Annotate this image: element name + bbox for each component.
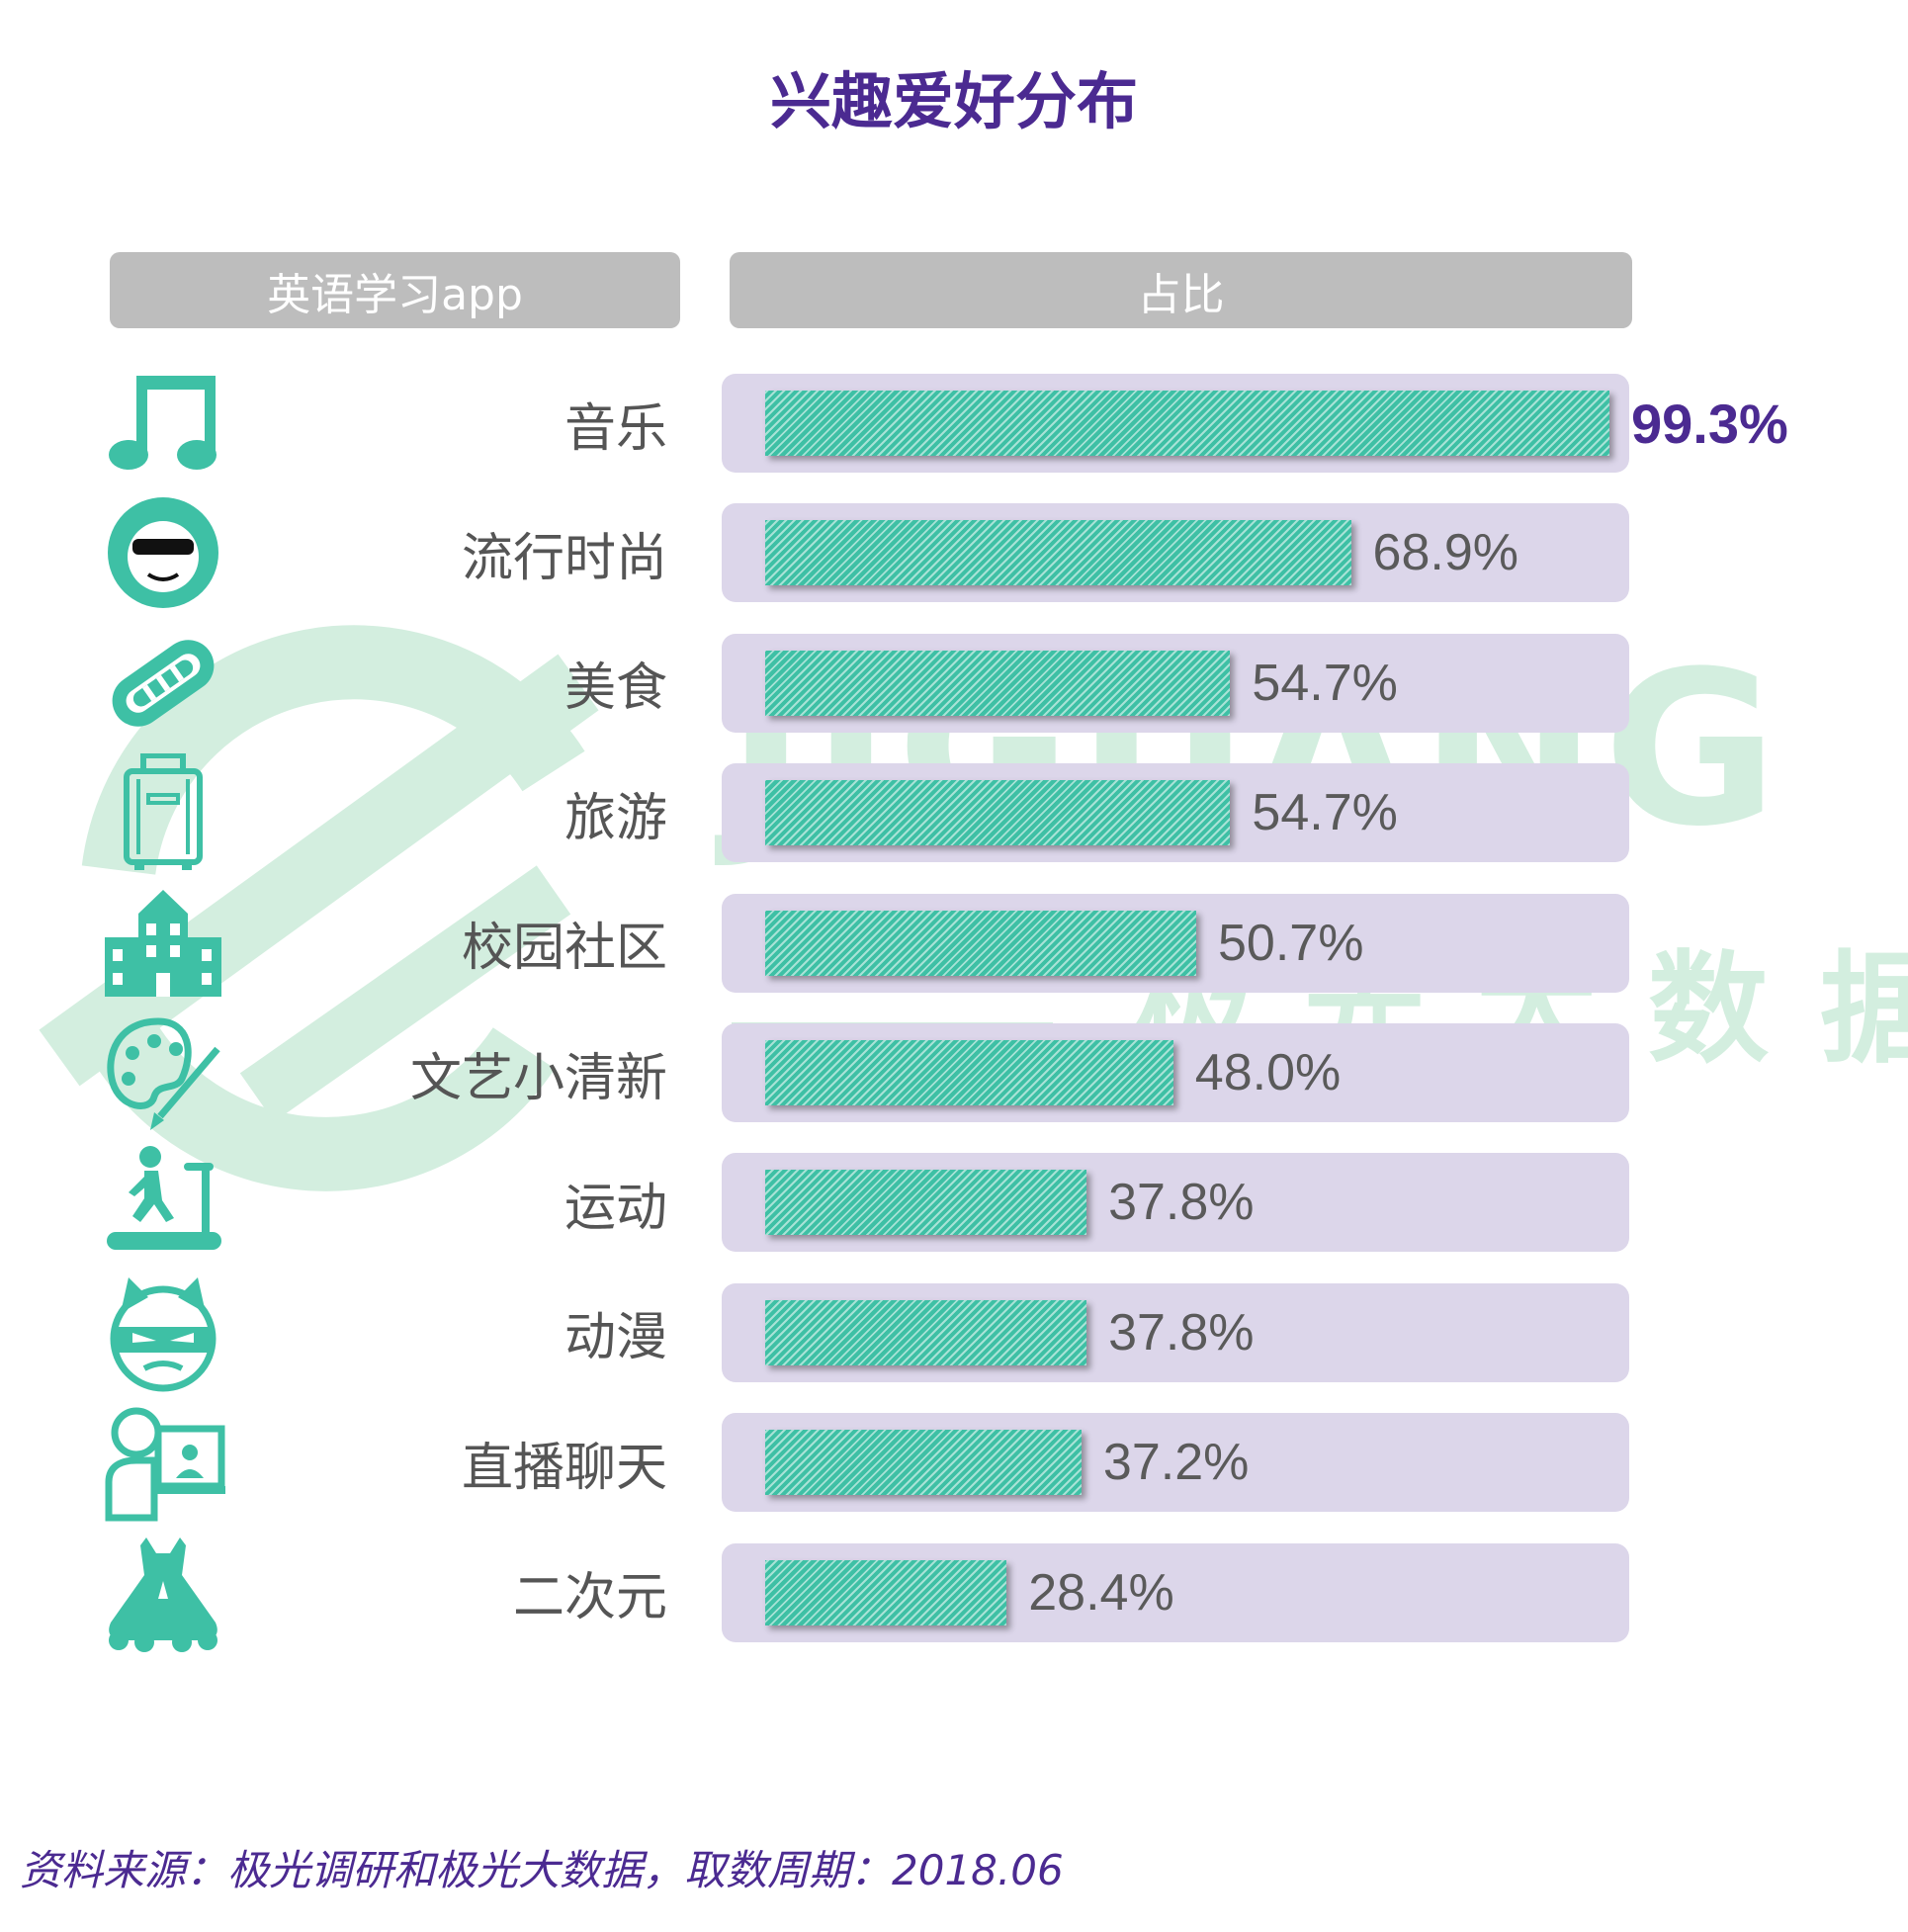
- category-label: 动漫: [564, 1308, 667, 1368]
- bar-row: 流行时尚 68.9%: [0, 497, 1908, 609]
- value-label: 99.3%: [1630, 392, 1788, 455]
- category-label: 旅游: [564, 788, 667, 848]
- bar-row: 文艺小清新 48.0%: [0, 1017, 1908, 1130]
- category-label: 流行时尚: [461, 528, 667, 588]
- category-label: 校园社区: [461, 919, 667, 979]
- live-stream-icon: [99, 1403, 227, 1522]
- value-label: 68.9%: [1372, 524, 1518, 582]
- bar: [765, 1170, 1087, 1236]
- value-label: 54.7%: [1252, 784, 1398, 842]
- value-label: 54.7%: [1252, 654, 1398, 712]
- suitcase-icon: [99, 752, 227, 872]
- value-label: 37.8%: [1108, 1174, 1255, 1232]
- bar: [765, 650, 1231, 716]
- category-label: 文艺小清新: [409, 1048, 667, 1108]
- header-category: 英语学习app: [110, 252, 680, 328]
- source-note: 资料来源：极光调研和极光大数据，取数周期：2018.06: [20, 1846, 1064, 1894]
- sunglasses-face-icon: [99, 493, 227, 612]
- bar-row: 校园社区 50.7%: [0, 889, 1908, 997]
- bar-row: 美食 54.7%: [0, 633, 1908, 733]
- category-label: 美食: [564, 659, 667, 719]
- bar-row: 旅游 54.7%: [0, 752, 1908, 871]
- music-note-icon: [99, 364, 227, 483]
- palette-icon: [99, 1013, 227, 1132]
- value-label: 37.2%: [1102, 1434, 1250, 1492]
- category-label: 运动: [564, 1178, 667, 1238]
- bar-row: 直播聊天 37.2%: [0, 1407, 1908, 1522]
- dress-icon: [99, 1534, 227, 1652]
- school-building-icon: [99, 884, 227, 1003]
- value-label: 28.4%: [1028, 1563, 1174, 1622]
- bar-row: 二次元 28.4%: [0, 1537, 1908, 1652]
- bar: [765, 1299, 1087, 1365]
- category-label: 音乐: [564, 398, 667, 459]
- bar: [765, 780, 1231, 846]
- value-label: 50.7%: [1218, 914, 1364, 972]
- value-label: 37.8%: [1108, 1303, 1255, 1361]
- bar-row: 运动 37.8%: [0, 1146, 1908, 1253]
- bar: [765, 1040, 1173, 1105]
- bar: [765, 1559, 1007, 1625]
- bar: [765, 910, 1197, 976]
- bar-row: 音乐 99.3%: [0, 374, 1908, 473]
- bar: [765, 1430, 1082, 1496]
- chart-title: 兴趣爱好分布: [769, 65, 1138, 137]
- bar-row: 动漫 37.8%: [0, 1276, 1908, 1392]
- anime-mask-icon: [99, 1273, 227, 1392]
- value-label: 48.0%: [1194, 1044, 1342, 1101]
- treadmill-runner-icon: [99, 1143, 227, 1262]
- category-label: 直播聊天: [461, 1438, 667, 1498]
- category-label: 二次元: [512, 1568, 667, 1628]
- bar: [765, 520, 1351, 586]
- bar: [765, 391, 1609, 456]
- hotdog-icon: [99, 624, 227, 743]
- header-share: 占比: [730, 252, 1632, 328]
